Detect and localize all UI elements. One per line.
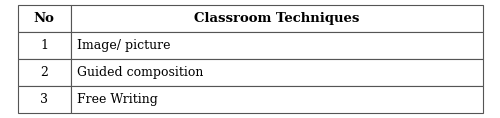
Text: Free Writing: Free Writing (77, 93, 158, 106)
Text: Classroom Techniques: Classroom Techniques (194, 12, 360, 25)
Bar (18, 5, 71, 32)
Bar (71, 5, 482, 32)
Text: 1: 1 (40, 39, 48, 52)
Bar (71, 32, 482, 59)
Text: Image/ picture: Image/ picture (77, 39, 170, 52)
Text: No: No (34, 12, 54, 25)
Bar (71, 86, 482, 113)
Text: 3: 3 (40, 93, 48, 106)
Bar (18, 59, 71, 86)
Text: 2: 2 (40, 66, 48, 79)
Bar (18, 86, 71, 113)
Bar (18, 32, 71, 59)
Text: Guided composition: Guided composition (77, 66, 204, 79)
Bar (71, 59, 482, 86)
